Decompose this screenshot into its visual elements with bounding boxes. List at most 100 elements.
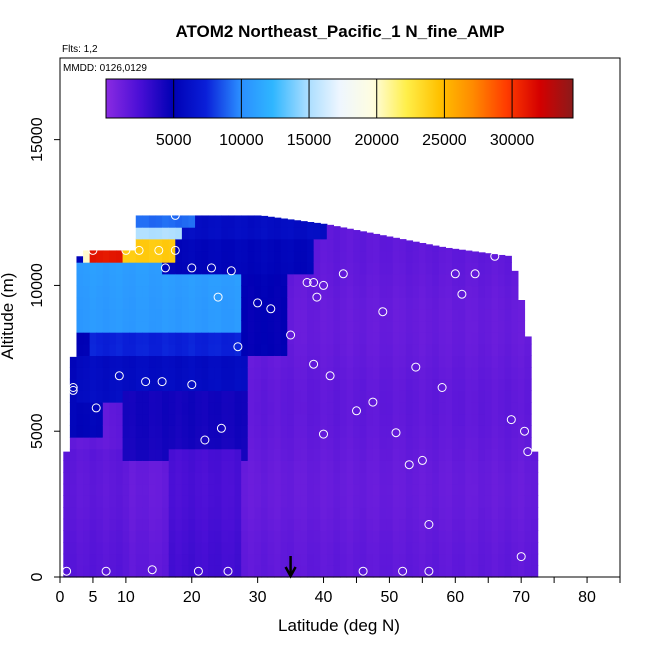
heatmap-cell (221, 472, 229, 485)
heatmap-cell (346, 530, 354, 543)
heatmap-cell (419, 460, 427, 473)
heatmap-cell (221, 262, 229, 275)
y-tick-label: 15000 (29, 117, 46, 162)
heatmap-cell (372, 308, 381, 322)
heatmap-cell (247, 460, 255, 473)
heatmap-cell (293, 355, 302, 368)
heatmap-cell (241, 297, 249, 310)
heatmap-cell (228, 308, 236, 322)
heatmap-cell (531, 565, 539, 578)
heatmap-cell (320, 553, 328, 566)
heatmap-cell (175, 378, 183, 391)
heatmap-cell (307, 390, 315, 403)
heatmap-cell (148, 425, 157, 438)
heatmap-cell (228, 507, 236, 520)
heatmap-cell (326, 448, 335, 461)
heatmap-cell (260, 413, 269, 426)
heatmap-cell (372, 542, 381, 555)
heatmap-cell (267, 262, 275, 275)
heatmap-cell (162, 273, 170, 287)
heatmap-cell (234, 250, 242, 263)
heatmap-cell (267, 273, 275, 287)
heatmap-cell (188, 553, 196, 566)
heatmap-cell (254, 355, 262, 368)
heatmap-cell (326, 472, 335, 485)
heatmap-cell (484, 297, 493, 310)
heatmap-cell (254, 332, 262, 345)
heatmap-cell (188, 507, 196, 520)
heatmap-cell (326, 224, 335, 228)
plot-frame (59, 57, 621, 578)
heatmap-cell (102, 437, 111, 450)
heatmap-cell (122, 542, 130, 555)
heatmap-cell (445, 285, 453, 298)
heatmap-cell (148, 530, 157, 543)
heatmap-cell (300, 297, 308, 310)
heatmap-cell (195, 343, 203, 356)
heatmap-cell (366, 437, 374, 450)
heatmap-cell (313, 425, 321, 438)
heatmap-cell (247, 448, 255, 461)
heatmap-cell (320, 332, 328, 345)
heatmap-cell (195, 273, 203, 287)
heatmap-cell (379, 378, 387, 391)
heatmap-cell (201, 507, 209, 520)
heatmap-cell (201, 273, 209, 287)
heatmap-cell (346, 542, 354, 555)
heatmap-cell (195, 530, 203, 543)
heatmap-cell (195, 367, 203, 380)
heatmap-cell (491, 297, 499, 310)
heatmap-cell (247, 308, 255, 322)
heatmap-cell (326, 507, 335, 520)
heatmap-cell (465, 542, 473, 555)
heatmap-cell (254, 530, 262, 543)
heatmap-cell (142, 297, 150, 310)
heatmap-cell (129, 297, 137, 310)
heatmap-cell (524, 565, 532, 578)
heatmap-cell (386, 483, 394, 496)
heatmap-cell (201, 297, 209, 310)
heatmap-cell (478, 390, 486, 403)
heatmap-cell (175, 367, 183, 380)
heatmap-cell (432, 367, 440, 380)
heatmap-cell (412, 553, 420, 566)
heatmap-cell (76, 297, 84, 310)
heatmap-cell (254, 238, 262, 252)
heatmap-cell (116, 437, 124, 450)
heatmap-cell (96, 332, 104, 345)
heatmap-cell (280, 378, 288, 391)
heatmap-cell (214, 507, 223, 520)
heatmap-cell (498, 483, 506, 496)
chart-title: ATOM2 Northeast_Pacific_1 N_fine_AMP (175, 22, 504, 41)
heatmap-cell (452, 495, 460, 508)
heatmap-cell (392, 542, 400, 555)
heatmap-cell (254, 367, 262, 380)
heatmap-cell (432, 483, 440, 496)
heatmap-cell (280, 518, 288, 531)
sample-point (424, 520, 434, 529)
heatmap-cell (83, 425, 91, 438)
heatmap-cell (221, 285, 229, 298)
heatmap-cell (517, 472, 526, 485)
sample-point (213, 292, 223, 302)
colorbar: 5000 10000 15000 20000 25000 30000 (105, 78, 574, 149)
heatmap-cell (274, 542, 282, 555)
heatmap-cell (129, 343, 137, 356)
heatmap-cell (504, 332, 512, 345)
heatmap-cell (491, 320, 499, 333)
heatmap-cell (89, 262, 97, 275)
heatmap-cell (76, 425, 84, 438)
heatmap-cell (359, 231, 367, 240)
heatmap-cell (188, 367, 196, 380)
heatmap-cell (412, 542, 420, 555)
heatmap-cell (129, 518, 137, 531)
heatmap-cell (386, 413, 394, 426)
heatmap-cell (201, 332, 209, 345)
heatmap-cell (116, 542, 124, 555)
heatmap-cell (452, 332, 460, 345)
heatmap-cell (326, 483, 335, 496)
heatmap-cell (498, 448, 506, 461)
heatmap-cell (201, 308, 209, 322)
heatmap-cell (122, 553, 130, 566)
heatmap-cell (208, 367, 216, 380)
